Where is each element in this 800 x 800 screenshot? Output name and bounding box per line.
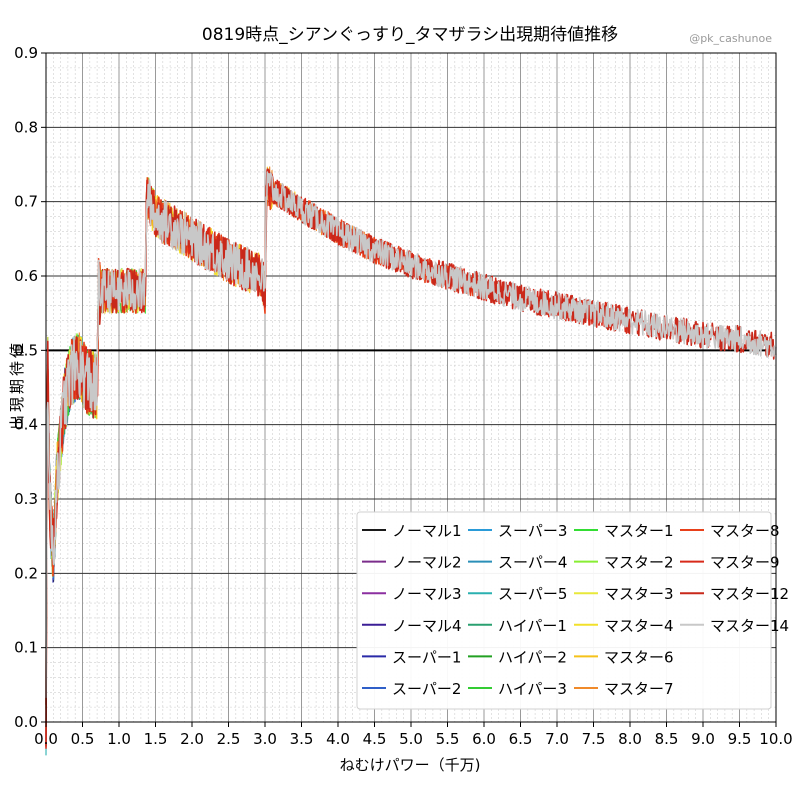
x-tick-label: 7.0	[545, 730, 569, 748]
legend-label: スーパー2	[392, 680, 461, 698]
legend-label: ノーマル3	[392, 585, 462, 603]
x-tick-label: 1.5	[144, 730, 168, 748]
legend-box	[356, 511, 772, 710]
y-tick-label: 0.5	[14, 341, 38, 359]
x-tick-label: 4.5	[363, 730, 387, 748]
x-tick-label: 5.5	[436, 730, 460, 748]
x-tick-label: 0.5	[71, 730, 95, 748]
legend-label: マスター8	[710, 522, 780, 540]
legend-label: スーパー5	[498, 585, 567, 603]
chart-title: 0819時点_シアンぐっすり_タマザラシ出現期待値推移	[202, 25, 618, 45]
x-axis-label: ねむけパワー（千万)	[340, 756, 481, 774]
y-tick-label: 0.8	[14, 118, 38, 136]
y-tick-label: 0.9	[14, 44, 38, 62]
legend-label: マスター3	[604, 585, 674, 603]
x-tick-label: 7.5	[582, 730, 606, 748]
y-tick-label: 0.0	[14, 713, 38, 731]
legend-label: マスター7	[604, 680, 674, 698]
y-tick-label: 0.3	[14, 490, 38, 508]
series-line	[45, 171, 777, 698]
y-axis-label: 出現期待値	[8, 340, 26, 430]
chart-credit: @pk_cashunoe	[689, 32, 772, 45]
x-tick-label: 3.5	[290, 730, 314, 748]
x-tick-label: 9.5	[728, 730, 752, 748]
y-tick-label: 0.6	[14, 267, 38, 285]
y-tick-label: 0.1	[14, 639, 38, 657]
legend-label: スーパー3	[498, 522, 567, 540]
legend-label: マスター4	[604, 617, 674, 635]
legend-label: マスター2	[604, 554, 674, 572]
x-tick-label: 9.0	[691, 730, 715, 748]
y-tick-label: 0.4	[14, 416, 38, 434]
legend-label: マスター6	[604, 648, 674, 666]
legend-label: マスター1	[604, 522, 674, 540]
y-tick-label: 0.7	[14, 193, 38, 211]
legend-label: マスター14	[710, 617, 789, 635]
x-tick-label: 0.0	[34, 730, 58, 748]
x-tick-label: 4.0	[326, 730, 350, 748]
legend-label: スーパー4	[498, 554, 567, 572]
x-tick-label: 8.5	[655, 730, 679, 748]
x-tick-label: 8.0	[618, 730, 642, 748]
legend-label: ハイパー1	[498, 617, 567, 635]
x-tick-label: 5.0	[399, 730, 423, 748]
legend-label: ハイパー2	[498, 648, 567, 666]
x-tick-label: 2.0	[180, 730, 204, 748]
x-tick-label: 6.0	[472, 730, 496, 748]
legend-label: ノーマル1	[392, 522, 462, 540]
legend-label: ハイパー3	[498, 680, 567, 698]
legend-label: ノーマル2	[392, 554, 462, 572]
axes-layer: 0.0 0.5 1.0 1.5 2.0 2.5 3.0 3.5 4.0 4.5 5.0 5.5 6.0 6…	[14, 44, 793, 748]
legend: ノーマル1 ノーマル2 ノーマル3 ノーマル4 スーパー1 スーパー2 スーパー3 スーパー4…	[356, 511, 789, 710]
x-tick-label: 10.0	[759, 730, 792, 748]
y-tick-label: 0.2	[14, 564, 38, 582]
series-layer	[45, 166, 777, 756]
x-tick-label: 2.5	[217, 730, 241, 748]
x-tick-label: 6.5	[509, 730, 533, 748]
x-tick-label: 3.0	[253, 730, 277, 748]
legend-label: ノーマル4	[392, 617, 462, 635]
legend-label: スーパー1	[392, 648, 461, 666]
legend-label: マスター12	[710, 585, 789, 603]
legend-label: マスター9	[710, 554, 780, 572]
x-tick-label: 1.0	[107, 730, 131, 748]
